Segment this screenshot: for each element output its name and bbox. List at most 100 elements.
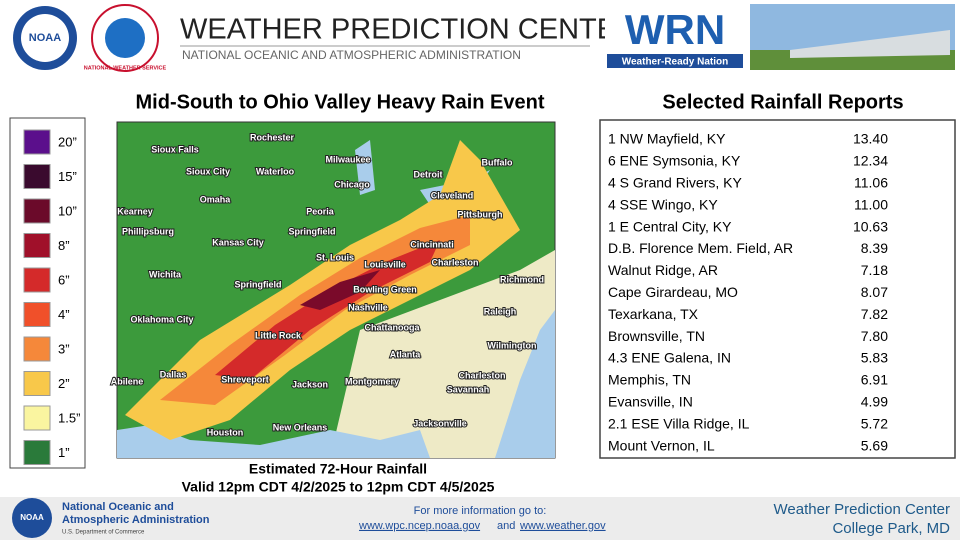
city-label: Wilmington — [488, 340, 537, 350]
footer-link[interactable]: www.weather.gov — [519, 520, 606, 532]
city-label: Louisville — [364, 259, 406, 269]
legend-swatch — [23, 336, 51, 362]
legend-swatch — [23, 129, 51, 155]
legend-swatch — [23, 164, 51, 189]
row-value: 8.07 — [861, 284, 888, 300]
footer-noaa-logo — [12, 498, 52, 538]
legend-label: 1” — [58, 445, 70, 460]
row-location: 1 NW Mayfield, KY — [608, 131, 726, 147]
city-label: Nashville — [348, 302, 388, 312]
swath-10in — [300, 270, 380, 310]
city-label: Cincinnati — [410, 239, 454, 249]
city-label: Shreveport — [221, 374, 269, 384]
table-rows: 1 NW Mayfield, KY 13.40 6 ENE Symsonia, KY… — [608, 131, 888, 454]
city-label: Sioux City — [186, 166, 230, 176]
city-label: Houston — [207, 427, 244, 437]
footer-org: National Oceanic and — [62, 501, 174, 513]
city-label: Kearney — [117, 206, 153, 216]
row-location: 4 SSE Wingo, KY — [608, 196, 718, 212]
city-label: Chicago — [334, 179, 370, 189]
row-location: Memphis, TN — [608, 372, 691, 388]
row-value: 7.80 — [861, 328, 888, 344]
legend-label: 15” — [58, 169, 77, 184]
table-box — [599, 119, 956, 459]
footer-and: and — [497, 520, 515, 532]
city-label: Raleigh — [484, 306, 517, 316]
city-label: Oklahoma City — [130, 314, 193, 324]
noaa-logo-inner — [21, 14, 69, 62]
wrn-tagline: Weather-Ready Nation — [622, 57, 729, 68]
map: Rochester Sioux Falls Milwaukee Buffalo Siou… — [110, 121, 556, 459]
legend-swatch — [23, 302, 51, 327]
city-label: Bowling Green — [353, 284, 417, 294]
legend-label: 10” — [58, 203, 77, 218]
legend-swatch — [23, 371, 51, 396]
legend-label: 20” — [58, 134, 77, 149]
row-value: 11.00 — [854, 196, 888, 212]
map-caption: Estimated 72-Hour Rainfall — [249, 461, 427, 477]
noaa-logo-text: NOAA — [29, 32, 61, 44]
row-location: 2.1 ESE Villa Ridge, IL — [608, 415, 750, 431]
footer-right: College Park, MD — [832, 520, 950, 537]
footer-right: Weather Prediction Center — [774, 501, 950, 518]
legend-label: 4” — [58, 307, 70, 322]
swath-6in — [215, 240, 440, 380]
city-label: Omaha — [200, 194, 232, 204]
row-location: Cape Girardeau, MO — [608, 284, 738, 300]
row-value: 4.99 — [861, 394, 888, 410]
city-label: Little Rock — [255, 330, 302, 340]
city-label: Wichita — [149, 269, 182, 279]
city-label: St. Louis — [316, 252, 354, 262]
row-value: 11.06 — [854, 175, 888, 191]
gulf — [117, 425, 430, 458]
legend-swatch — [23, 198, 51, 224]
row-value: 6.91 — [861, 372, 888, 388]
footer-org: Atmospheric Administration — [62, 514, 210, 526]
row-location: Brownsville, TN — [608, 328, 705, 344]
photo-building — [790, 30, 950, 58]
nws-logo-text: NATIONAL WEATHER SERVICE — [84, 65, 167, 71]
ocean — [495, 310, 555, 458]
row-location: 6 ENE Symsonia, KY — [608, 153, 741, 169]
footer-bg — [0, 497, 960, 540]
city-label: Dallas — [160, 369, 187, 379]
dry-area — [330, 250, 555, 458]
city-label: Rochester — [250, 132, 295, 142]
row-location: Evansville, IN — [608, 394, 693, 410]
row-value: 8.39 — [861, 240, 888, 256]
row-value: 7.18 — [861, 262, 888, 278]
legend-label: 6” — [58, 272, 70, 287]
row-location: 4 S Grand Rivers, KY — [608, 175, 742, 191]
footer-info: For more information go to: — [414, 505, 547, 517]
city-label: Charleston — [458, 370, 505, 380]
footer-noaa-text: NOAA — [20, 513, 44, 522]
row-value: 5.69 — [861, 437, 888, 453]
city-label: Phillipsburg — [122, 226, 174, 236]
header-subtitle: NATIONAL OCEANIC AND ATMOSPHERIC ADMINIS… — [182, 48, 521, 62]
city-label: Peoria — [306, 206, 335, 216]
row-value: 13.40 — [853, 131, 888, 147]
footer-link[interactable]: www.wpc.ncep.noaa.gov — [358, 520, 481, 532]
row-location: Walnut Ridge, AR — [608, 262, 718, 278]
legend-swatch — [23, 440, 51, 465]
row-location: D.B. Florence Mem. Field, AR — [608, 240, 793, 256]
map-title: Mid-South to Ohio Valley Heavy Rain Even… — [136, 91, 545, 113]
city-label: Pittsburgh — [458, 209, 503, 219]
city-label: Kansas City — [212, 237, 264, 247]
legend-label: 2” — [58, 376, 70, 391]
row-value: 5.72 — [861, 415, 888, 431]
row-value: 10.63 — [853, 218, 888, 234]
city-label: Buffalo — [482, 157, 513, 167]
header-title: WEATHER PREDICTION CENTER — [180, 14, 637, 46]
city-label: Savannah — [447, 384, 490, 394]
wrn-tag-bg — [607, 54, 743, 68]
legend-swatch — [23, 267, 51, 293]
city-label: Montgomery — [345, 376, 399, 386]
legend-label: 1.5” — [58, 410, 80, 425]
map-caption: Valid 12pm CDT 4/2/2025 to 12pm CDT 4/5/… — [182, 479, 495, 495]
city-label: Charleston — [431, 257, 478, 267]
legend-label: 3” — [58, 341, 70, 356]
city-label: Jackson — [292, 379, 328, 389]
nws-logo-inner — [105, 18, 145, 58]
